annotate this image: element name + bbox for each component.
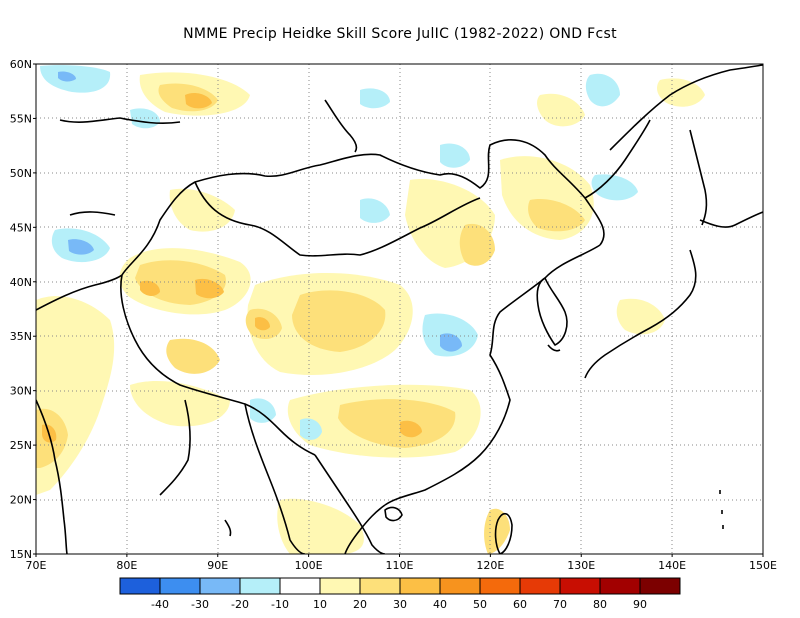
longitude-label: 150E [749,559,777,572]
colorbar-swatch [319,577,361,595]
latitude-label: 60N [10,58,32,71]
colorbar-swatch [239,577,281,595]
colorbar-swatch [119,577,161,595]
colorbar-label: 60 [513,598,527,611]
latitude-label: 50N [10,167,32,180]
latitude-label: 15N [10,548,32,561]
latitude-label: 30N [10,385,32,398]
colorbar-label: 10 [313,598,327,611]
grid-lines [36,64,763,554]
colorbar-swatch [359,577,401,595]
colorbar-swatch [199,577,241,595]
colorbar-swatch [519,577,561,595]
colorbar-label: 70 [553,598,567,611]
longitude-label: 130E [567,559,595,572]
colorbar-label: 50 [473,598,487,611]
latitude-label: 35N [10,330,32,343]
coastlines-borders [36,64,763,554]
latitude-label: 40N [10,276,32,289]
longitude-label: 100E [295,559,323,572]
longitude-labels: 70E 80E 90E 100E 110E 120E 130E 140E 150E [26,554,777,572]
colorbar-label: -10 [271,598,289,611]
colorbar-swatch [279,577,321,595]
colorbar-swatch [159,577,201,595]
colorbar-label: 80 [593,598,607,611]
colorbar-label: 90 [633,598,647,611]
colorbar-swatch [439,577,481,595]
skill-field [36,65,705,554]
map-title: NMME Precip Heidke Skill Score JulIC (19… [183,26,617,42]
longitude-label: 90E [207,559,228,572]
colorbar-swatch [599,577,641,595]
colorbar-label: -40 [151,598,169,611]
colorbar-label: 20 [353,598,367,611]
colorbar-label: 40 [433,598,447,611]
colorbar-swatch [559,577,601,595]
latitude-label: 25N [10,439,32,452]
latitude-labels: 60N 55N 50N 45N 40N 35N 30N 25N 20N 15N [10,58,36,561]
longitude-label: 110E [386,559,414,572]
colorbar-swatch [479,577,521,595]
colorbar-swatch [639,577,681,595]
longitude-label: 120E [476,559,504,572]
latitude-label: 55N [10,112,32,125]
longitude-label: 80E [116,559,137,572]
longitude-label: 140E [658,559,686,572]
latitude-label: 20N [10,494,32,507]
latitude-label: 45N [10,221,32,234]
longitude-label: 70E [26,559,47,572]
colorbar-label: -30 [191,598,209,611]
colorbar-label: -20 [231,598,249,611]
colorbar-label: 30 [393,598,407,611]
colorbar-swatch [399,577,441,595]
colorbar-legend: -40 -30 -20 -10 10 20 30 40 50 60 70 80 90 [119,577,681,611]
